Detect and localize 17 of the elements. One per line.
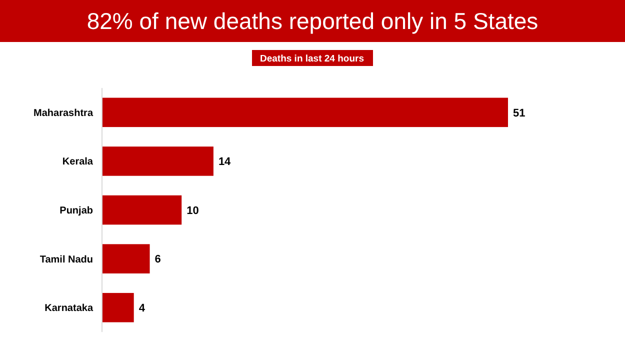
chart-title: 82% of new deaths reported only in 5 States bbox=[86, 8, 538, 34]
data-label: 14 bbox=[218, 156, 232, 168]
data-label: 10 bbox=[186, 204, 199, 217]
y-tick-label: Punjab bbox=[60, 206, 93, 216]
bar bbox=[102, 292, 134, 322]
data-label: 51 bbox=[513, 107, 526, 120]
bar bbox=[102, 98, 508, 128]
bar bbox=[102, 244, 150, 274]
bar bbox=[102, 195, 182, 225]
bar bbox=[102, 146, 214, 176]
chart-subtitle: Deaths in last 24 hours bbox=[260, 53, 364, 64]
data-label: 6 bbox=[154, 254, 161, 266]
y-tick-label: Tamil Nadu bbox=[40, 254, 93, 266]
y-tick-label: Kerala bbox=[62, 156, 94, 168]
data-label: 4 bbox=[138, 302, 146, 314]
y-tick-label: Maharashtra bbox=[34, 108, 94, 119]
y-tick-label: Karnataka bbox=[44, 303, 94, 314]
